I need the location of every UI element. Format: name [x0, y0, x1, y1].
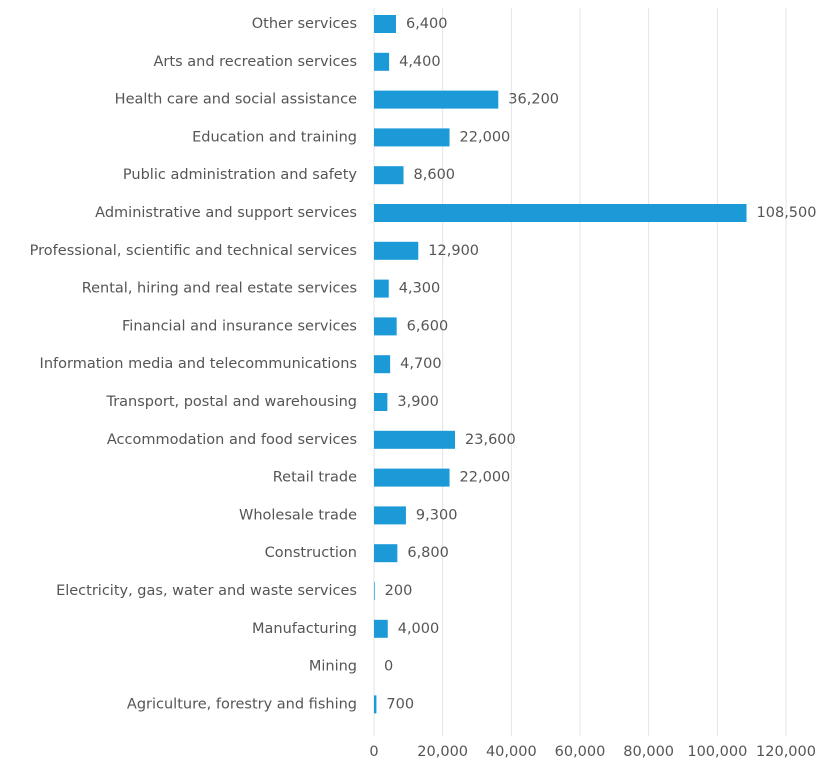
x-tick-label: 80,000 — [623, 744, 674, 760]
value-label: 6,800 — [407, 545, 449, 561]
value-label: 3,900 — [397, 394, 439, 410]
bar — [374, 15, 396, 33]
value-label: 4,400 — [399, 54, 441, 70]
bar — [374, 619, 388, 638]
bar — [374, 355, 391, 374]
y-tick-label: Agriculture, forestry and fishing — [127, 696, 357, 712]
y-tick-label: Accommodation and food services — [107, 432, 357, 448]
y-tick-label: Administrative and support services — [95, 205, 357, 221]
value-label: 22,000 — [460, 470, 511, 486]
bar — [374, 506, 406, 525]
value-label: 12,900 — [428, 243, 479, 259]
value-label: 200 — [385, 583, 413, 599]
value-label: 108,500 — [757, 205, 817, 221]
bar — [374, 582, 375, 600]
y-tick-label: Transport, postal and warehousing — [105, 394, 357, 410]
y-tick-label: Arts and recreation services — [154, 54, 357, 70]
y-tick-label: Electricity, gas, water and waste servic… — [56, 583, 357, 599]
value-label: 6,600 — [407, 318, 449, 334]
bar — [374, 241, 419, 260]
bar — [374, 468, 450, 487]
bar — [374, 90, 499, 109]
y-tick-label: Professional, scientific and technical s… — [30, 243, 357, 259]
y-tick-label: Financial and insurance services — [122, 318, 357, 334]
bar — [374, 393, 388, 411]
bar — [374, 430, 456, 449]
value-label: 9,300 — [416, 507, 458, 523]
value-label: 0 — [384, 659, 393, 675]
y-tick-label: Health care and social assistance — [115, 92, 357, 108]
bar — [374, 695, 377, 714]
value-label: 22,000 — [460, 129, 511, 145]
bar — [374, 279, 389, 298]
y-tick-label: Rental, hiring and real estate services — [82, 281, 357, 297]
y-tick-label: Information media and telecommunications — [40, 356, 357, 372]
x-tick-label: 0 — [369, 744, 378, 760]
bar — [374, 52, 390, 71]
value-label: 8,600 — [414, 167, 456, 183]
bar — [374, 317, 397, 336]
value-label: 4,300 — [399, 281, 441, 297]
x-tick-label: 120,000 — [756, 744, 816, 760]
y-tick-label: Other services — [252, 16, 357, 32]
y-tick-label: Mining — [309, 659, 357, 675]
y-tick-label: Wholesale trade — [239, 507, 357, 523]
y-tick-label: Construction — [265, 545, 357, 561]
value-label: 6,400 — [406, 16, 448, 32]
bar — [374, 544, 398, 563]
value-label: 36,200 — [508, 92, 559, 108]
x-tick-label: 40,000 — [486, 744, 537, 760]
y-tick-label: Public administration and safety — [123, 167, 357, 183]
value-label: 23,600 — [465, 432, 516, 448]
value-label: 4,700 — [400, 356, 442, 372]
bar — [374, 166, 404, 185]
bar — [374, 204, 747, 222]
y-tick-label: Education and training — [192, 129, 357, 145]
value-label: 700 — [386, 696, 414, 712]
x-tick-label: 100,000 — [687, 744, 747, 760]
x-tick-label: 20,000 — [417, 744, 468, 760]
y-tick-label: Manufacturing — [252, 621, 357, 637]
bar — [374, 128, 450, 147]
value-label: 4,000 — [398, 621, 440, 637]
x-tick-label: 60,000 — [555, 744, 606, 760]
y-tick-label: Retail trade — [273, 470, 357, 486]
